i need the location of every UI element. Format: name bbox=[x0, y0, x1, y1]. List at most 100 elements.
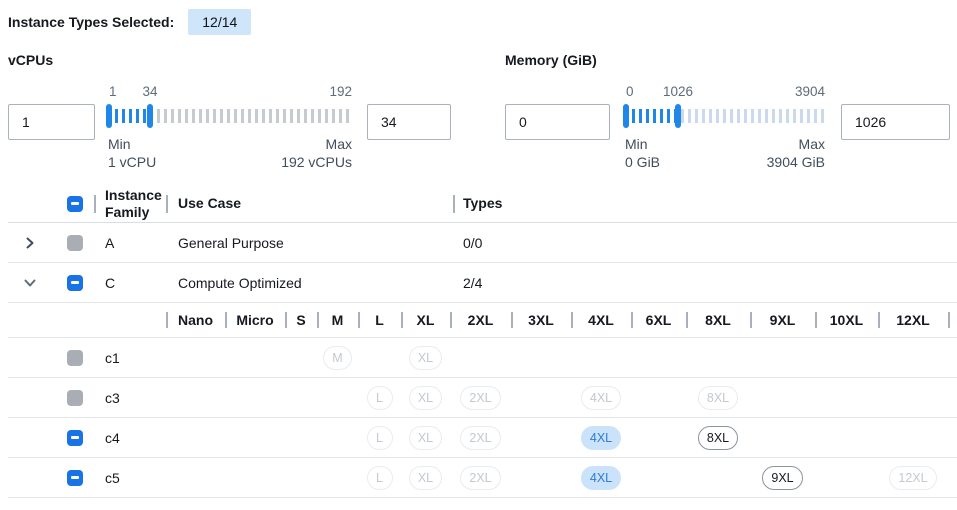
size-pill-l: L bbox=[366, 385, 393, 410]
vcpu-slider-scale: 1 34 192 bbox=[108, 84, 352, 104]
size-column-label: 10XL bbox=[829, 312, 864, 328]
memory-scale-start: 0 bbox=[626, 84, 634, 99]
vcpu-filter-title: vCPUs bbox=[8, 52, 54, 68]
memory-scale-end: 3904 bbox=[794, 84, 825, 99]
vcpu-slider-selected-range bbox=[108, 109, 150, 123]
vcpu-scale-start: 1 bbox=[109, 84, 117, 99]
size-column-label: 8XL bbox=[705, 312, 731, 328]
family-c-checkbox[interactable] bbox=[67, 274, 83, 291]
size-column-label: Nano bbox=[178, 312, 213, 328]
size-column-xl: XL bbox=[401, 303, 450, 337]
size-column-12xl: 12XL bbox=[878, 303, 948, 337]
instance-family-table: Instance Family Use Case Types A General… bbox=[8, 185, 957, 498]
memory-slider-selected-range bbox=[625, 109, 678, 123]
family-c-collapse-button[interactable] bbox=[22, 275, 38, 291]
family-row-c: C Compute Optimized 2/4 bbox=[8, 263, 957, 303]
memory-slider-track[interactable] bbox=[623, 104, 825, 128]
c1-checkbox bbox=[67, 349, 83, 366]
size-column-label: 2XL bbox=[467, 312, 494, 328]
select-all-checkbox[interactable] bbox=[67, 195, 83, 212]
vcpu-max-label: Max bbox=[325, 136, 352, 152]
size-pill-xl: XL bbox=[408, 465, 443, 490]
size-pill-8xl[interactable]: 8XL bbox=[697, 425, 739, 450]
family-types-count: 0/0 bbox=[463, 234, 483, 251]
size-column-label: 9XL bbox=[769, 312, 796, 328]
size-pill-l: L bbox=[366, 465, 393, 490]
size-column-m: M bbox=[317, 303, 358, 337]
size-column-8xl: 8XL bbox=[686, 303, 750, 337]
c4-checkbox[interactable] bbox=[67, 429, 83, 446]
indeterminate-dash-icon bbox=[71, 436, 79, 439]
size-pill-4xl: 4XL bbox=[580, 385, 622, 410]
family-name: C bbox=[105, 274, 116, 291]
size-column-nano: Nano bbox=[166, 303, 225, 337]
memory-slider[interactable]: 0 1026 3904 Min 0 GiB bbox=[623, 84, 825, 171]
size-column-4xl: 4XL bbox=[571, 303, 631, 337]
vcpu-slider-handle-min[interactable] bbox=[106, 104, 112, 128]
memory-min-label: Min bbox=[625, 136, 648, 152]
size-column-9xl: 9XL bbox=[750, 303, 815, 337]
instance-row-c3: c3 L XL 2XL 4XL 8XL bbox=[8, 378, 957, 418]
size-column-label: Micro bbox=[236, 312, 274, 328]
family-use-case: General Purpose bbox=[178, 234, 284, 251]
instance-row-c1: c1 M XL bbox=[8, 338, 957, 378]
size-pill-2xl: 2XL bbox=[460, 385, 501, 410]
size-pill-xl: XL bbox=[408, 425, 443, 450]
memory-min-input[interactable] bbox=[505, 104, 610, 140]
size-pill-8xl: 8XL bbox=[697, 385, 739, 410]
size-column-label: 6XL bbox=[645, 312, 672, 328]
column-header-instance-family: Instance Family bbox=[105, 186, 162, 220]
size-column-micro: Micro bbox=[225, 303, 285, 337]
size-column-label: XL bbox=[416, 312, 435, 328]
size-pill-2xl: 2XL bbox=[460, 425, 501, 450]
memory-max-input[interactable] bbox=[841, 104, 950, 140]
selected-count-bar: Instance Types Selected: 12/14 bbox=[8, 0, 957, 36]
vcpu-min-input[interactable] bbox=[8, 104, 95, 140]
size-column-label: 12XL bbox=[896, 312, 930, 328]
size-column-l: L bbox=[358, 303, 401, 337]
vcpu-min-label: Min bbox=[108, 136, 131, 152]
size-header-end-divider bbox=[948, 303, 957, 337]
size-pill-l: L bbox=[366, 425, 393, 450]
instance-name: c3 bbox=[105, 389, 120, 406]
size-column-label: M bbox=[331, 312, 344, 328]
size-pill-12xl: 12XL bbox=[889, 465, 937, 490]
column-header-use-case: Use Case bbox=[178, 195, 242, 211]
family-row-a: A General Purpose 0/0 bbox=[8, 223, 957, 263]
vcpu-slider[interactable]: 1 34 192 Min 1 vCPU bbox=[106, 84, 352, 171]
instance-name: c5 bbox=[105, 469, 120, 486]
size-column-label: 3XL bbox=[528, 312, 554, 328]
size-column-s: S bbox=[285, 303, 317, 337]
c3-checkbox bbox=[67, 389, 83, 406]
memory-min-value: 0 GiB bbox=[625, 154, 661, 170]
family-use-case: Compute Optimized bbox=[178, 274, 302, 291]
selected-count-label: Instance Types Selected: bbox=[8, 14, 175, 30]
filters-section: vCPUs 1 34 192 bbox=[8, 52, 957, 171]
memory-max-value: 3904 GiB bbox=[766, 154, 825, 170]
vcpu-scale-current: 34 bbox=[142, 84, 158, 99]
vcpu-max-input[interactable] bbox=[367, 104, 451, 140]
family-a-expand-button[interactable] bbox=[22, 235, 38, 251]
memory-minmax-labels: Min 0 GiB Max 3904 GiB bbox=[625, 135, 825, 171]
size-pill-xl: XL bbox=[408, 345, 443, 370]
memory-max-label: Max bbox=[798, 136, 825, 152]
indeterminate-dash-icon bbox=[71, 281, 79, 284]
selected-count-badge: 12/14 bbox=[188, 9, 252, 35]
vcpu-slider-handle-max[interactable] bbox=[147, 104, 153, 128]
size-pill-4xl[interactable]: 4XL bbox=[580, 425, 622, 450]
memory-filter-title: Memory (GiB) bbox=[505, 52, 597, 68]
family-a-checkbox bbox=[67, 234, 83, 251]
size-column-label: S bbox=[296, 312, 306, 328]
size-pill-9xl[interactable]: 9XL bbox=[762, 465, 803, 490]
vcpu-slider-track[interactable] bbox=[106, 104, 352, 128]
memory-slider-handle-min[interactable] bbox=[623, 104, 629, 128]
chevron-down-icon bbox=[24, 279, 36, 286]
memory-slider-handle-max[interactable] bbox=[675, 104, 681, 128]
size-header-row: Nano Micro S M L XL 2XL 3XL 4XL 6XL 8XL … bbox=[8, 303, 957, 338]
memory-scale-current: 1026 bbox=[662, 84, 694, 99]
size-pill-4xl[interactable]: 4XL bbox=[580, 465, 622, 490]
c5-checkbox[interactable] bbox=[67, 469, 83, 486]
vcpu-min-value: 1 vCPU bbox=[108, 154, 157, 170]
size-pill-m: M bbox=[323, 345, 352, 370]
